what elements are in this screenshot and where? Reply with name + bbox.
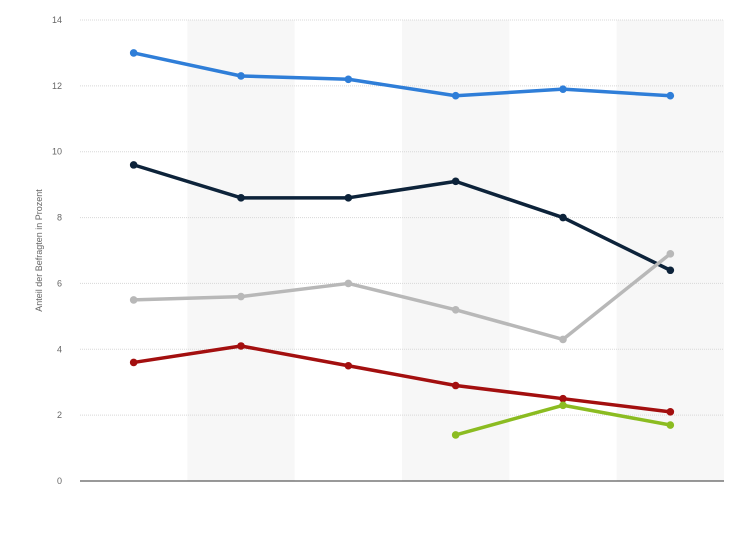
y-tick-label: 0 (57, 476, 62, 486)
y-tick-label: 12 (52, 81, 62, 91)
series-line (131, 252, 673, 342)
y-tick-label: 14 (52, 15, 62, 25)
data-point[interactable] (129, 161, 138, 169)
data-point[interactable] (451, 305, 460, 314)
column-bands (187, 20, 724, 481)
data-point[interactable] (559, 394, 567, 403)
data-point[interactable] (129, 49, 138, 57)
data-point[interactable] (666, 91, 675, 100)
y-tick-label: 10 (52, 147, 62, 157)
data-point[interactable] (451, 381, 460, 390)
data-point[interactable] (237, 72, 245, 80)
data-point[interactable] (129, 296, 138, 304)
y-tick-label: 2 (57, 410, 62, 420)
y-tick-label: 8 (57, 213, 62, 223)
data-point[interactable] (344, 361, 353, 370)
data-point[interactable] (666, 266, 675, 275)
data-point[interactable] (344, 75, 353, 84)
data-point[interactable] (129, 358, 138, 367)
series-line (131, 51, 673, 98)
data-point[interactable] (559, 401, 567, 410)
data-point[interactable] (559, 85, 567, 93)
y-axis-title: Anteil der Befragten in Prozent (34, 189, 44, 312)
data-point[interactable] (559, 335, 567, 344)
data-point[interactable] (666, 408, 675, 416)
series-3 (129, 249, 675, 344)
y-tick-label: 6 (57, 278, 62, 288)
series-line (131, 163, 673, 273)
column-band (187, 20, 295, 481)
data-point[interactable] (344, 194, 353, 202)
series-1 (129, 49, 675, 100)
series-5 (451, 401, 675, 439)
y-tick-labels: 0 2 4 6 8 10 12 14 (52, 15, 62, 486)
series-line (131, 344, 673, 414)
series-lines (129, 49, 675, 439)
data-point[interactable] (237, 342, 245, 350)
data-point[interactable] (666, 249, 675, 258)
series-2 (129, 161, 675, 275)
data-point[interactable] (451, 91, 460, 100)
data-point[interactable] (451, 177, 460, 186)
data-point[interactable] (237, 194, 245, 202)
data-point[interactable] (237, 292, 245, 301)
data-point[interactable] (666, 421, 675, 429)
data-point[interactable] (451, 431, 460, 439)
series-4 (129, 342, 675, 416)
data-point[interactable] (344, 279, 353, 288)
y-tick-label: 4 (57, 344, 62, 354)
data-point[interactable] (559, 213, 567, 222)
